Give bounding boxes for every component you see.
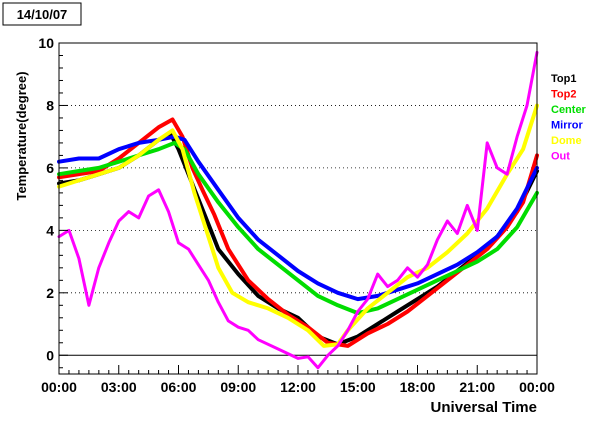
x-tick-label: 15:00 — [340, 379, 376, 395]
legend-item-mirror: Mirror — [551, 120, 584, 132]
series-line-out — [57, 50, 539, 370]
date-box-border — [2, 2, 82, 26]
series-lines — [57, 50, 539, 370]
x-tick-label: 00:00 — [519, 379, 555, 395]
series-line-center — [57, 140, 539, 316]
legend-item-top1: Top1 — [551, 73, 576, 85]
grid — [59, 105, 537, 356]
series-line-mirror — [57, 134, 539, 302]
x-axis-label: Universal Time — [431, 399, 537, 416]
date-box: 14/10/07 — [2, 2, 82, 26]
x-tick-label: 09:00 — [220, 379, 256, 395]
y-axis: 0 2 4 6 8 10 — [38, 35, 68, 369]
x-axis: 00:00 03:00 06:00 09:00 12:00 15:00 18:00 21:00… — [41, 365, 555, 395]
y-tick-label: 6 — [46, 160, 54, 176]
y-tick-label: 10 — [38, 35, 54, 51]
legend-item-dome: Dome — [551, 135, 582, 147]
x-tick-label: 03:00 — [101, 379, 137, 395]
y-tick-label: 2 — [46, 285, 54, 301]
x-tick-label: 00:00 — [41, 379, 77, 395]
date-label: 14/10/07 — [17, 7, 68, 22]
x-tick-label: 12:00 — [280, 379, 316, 395]
y-axis-label: Temperature(degree) — [14, 71, 29, 200]
x-tick-label: 18:00 — [400, 379, 436, 395]
y-tick-label: 0 — [46, 347, 54, 363]
x-tick-label: 06:00 — [161, 379, 197, 395]
x-tick-label: 21:00 — [459, 379, 495, 395]
legend-item-top2: Top2 — [551, 89, 576, 101]
legend: Top1 Top2 Center Mirror Dome Out — [551, 73, 587, 163]
y-tick-label: 8 — [46, 97, 54, 113]
y-tick-label: 4 — [46, 222, 54, 238]
legend-item-center: Center — [551, 104, 587, 116]
legend-item-out: Out — [551, 151, 570, 163]
series-line-top1 — [57, 131, 539, 347]
series-line-dome — [57, 103, 539, 348]
